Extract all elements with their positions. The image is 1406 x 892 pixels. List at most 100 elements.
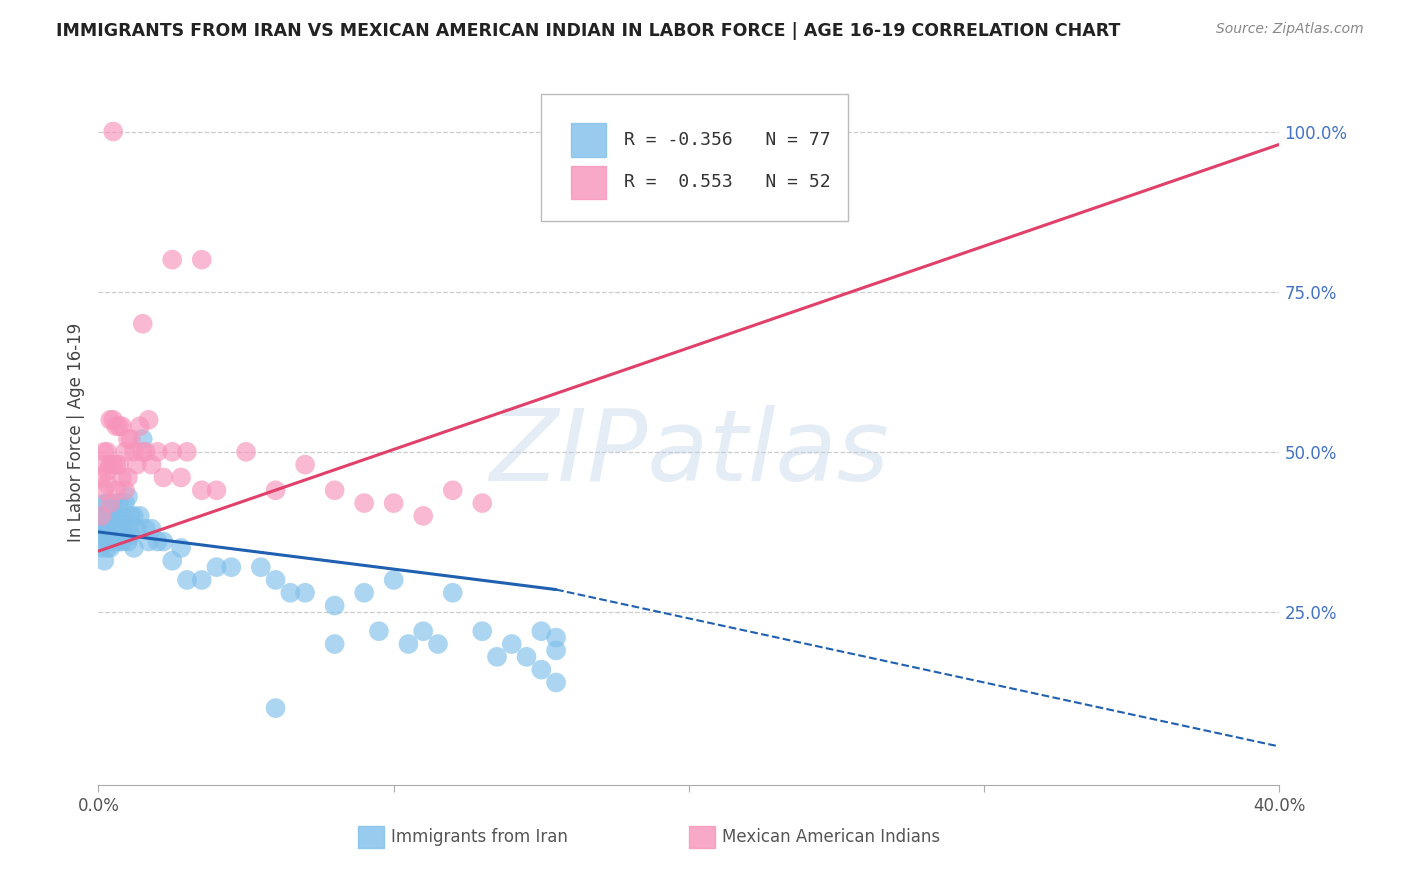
Point — [105, 534, 128, 549]
Point — [120, 528, 142, 542]
Point — [96, 508, 118, 523]
Point — [146, 534, 169, 549]
Point — [441, 483, 464, 498]
Point — [132, 317, 155, 331]
Point — [105, 483, 128, 498]
Point — [264, 701, 287, 715]
Point — [368, 624, 391, 639]
Point — [96, 534, 118, 549]
Point — [128, 419, 150, 434]
Point — [323, 637, 346, 651]
Point — [264, 573, 287, 587]
Point — [530, 663, 553, 677]
Point — [98, 496, 121, 510]
Point — [111, 534, 134, 549]
Point — [427, 637, 450, 651]
Point — [141, 458, 163, 472]
Bar — [571, 123, 606, 157]
Point — [98, 522, 121, 536]
Point — [162, 554, 183, 568]
Point — [546, 675, 568, 690]
Point — [280, 586, 302, 600]
Point — [205, 483, 228, 498]
Point — [398, 637, 420, 651]
Point — [105, 458, 128, 472]
Text: ZIPatlas: ZIPatlas — [489, 405, 889, 502]
Point — [98, 413, 121, 427]
Point — [103, 124, 125, 138]
Point — [530, 624, 553, 639]
Point — [114, 445, 136, 459]
Point — [141, 522, 163, 536]
Point — [114, 528, 136, 542]
Point — [382, 496, 405, 510]
Point — [90, 470, 112, 484]
Point — [125, 522, 148, 536]
Point — [205, 560, 228, 574]
Y-axis label: In Labor Force | Age 16-19: In Labor Force | Age 16-19 — [66, 323, 84, 542]
Point — [120, 432, 142, 446]
Point — [90, 508, 112, 523]
FancyBboxPatch shape — [541, 95, 848, 221]
Point — [235, 445, 257, 459]
Point — [98, 541, 121, 555]
Bar — [359, 826, 384, 848]
Point — [125, 458, 148, 472]
Point — [103, 534, 125, 549]
Point — [117, 432, 139, 446]
Point — [108, 522, 131, 536]
Point — [90, 508, 112, 523]
Point — [128, 508, 150, 523]
Point — [98, 508, 121, 523]
Point — [191, 252, 214, 267]
Point — [103, 413, 125, 427]
Point — [546, 643, 568, 657]
Point — [108, 419, 131, 434]
Text: R = -0.356   N = 77: R = -0.356 N = 77 — [624, 131, 831, 149]
Point — [93, 483, 115, 498]
Point — [152, 470, 174, 484]
Bar — [689, 826, 714, 848]
Point — [138, 413, 160, 427]
Point — [93, 445, 115, 459]
Point — [98, 458, 121, 472]
Point — [96, 476, 118, 491]
Point — [516, 649, 538, 664]
Text: Mexican American Indians: Mexican American Indians — [723, 828, 941, 847]
Point — [353, 586, 375, 600]
Point — [103, 508, 125, 523]
Point — [412, 624, 434, 639]
Point — [191, 483, 214, 498]
Text: Source: ZipAtlas.com: Source: ZipAtlas.com — [1216, 22, 1364, 37]
Point — [114, 483, 136, 498]
Point — [111, 419, 134, 434]
Point — [122, 445, 145, 459]
Point — [93, 522, 115, 536]
Text: IMMIGRANTS FROM IRAN VS MEXICAN AMERICAN INDIAN IN LABOR FORCE | AGE 16-19 CORRE: IMMIGRANTS FROM IRAN VS MEXICAN AMERICAN… — [56, 22, 1121, 40]
Point — [176, 573, 198, 587]
Point — [135, 522, 157, 536]
Point — [471, 496, 494, 510]
Point — [96, 445, 118, 459]
Point — [264, 483, 287, 498]
Point — [138, 534, 160, 549]
Point — [108, 534, 131, 549]
Point — [117, 490, 139, 504]
Point — [294, 458, 316, 472]
Point — [103, 458, 125, 472]
Point — [353, 496, 375, 510]
Point — [93, 554, 115, 568]
Point — [103, 522, 125, 536]
Point — [323, 483, 346, 498]
Point — [122, 508, 145, 523]
Point — [90, 522, 112, 536]
Point — [170, 541, 193, 555]
Point — [501, 637, 523, 651]
Point — [294, 586, 316, 600]
Point — [90, 541, 112, 555]
Point — [111, 522, 134, 536]
Point — [146, 445, 169, 459]
Point — [96, 522, 118, 536]
Point — [98, 528, 121, 542]
Point — [486, 649, 509, 664]
